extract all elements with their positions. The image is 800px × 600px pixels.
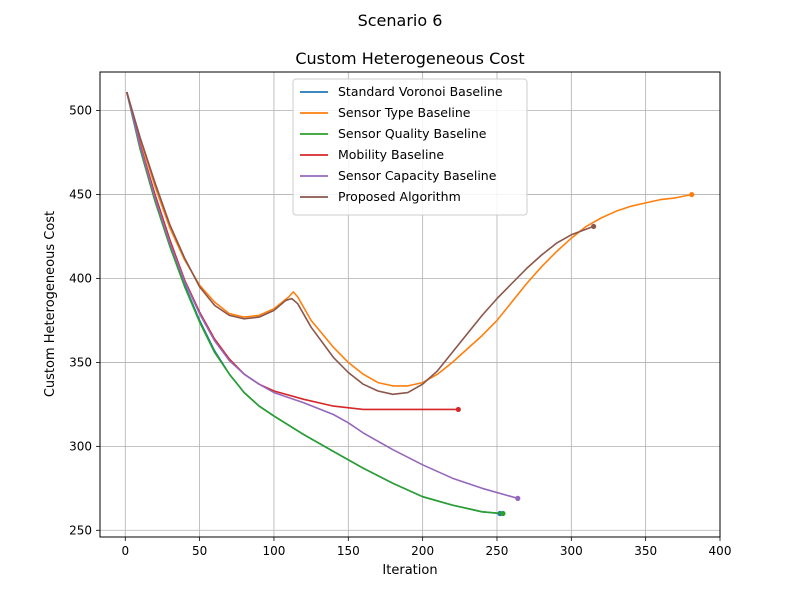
legend-label-sensor-quality-baseline: Sensor Quality Baseline [338,126,487,141]
x-tick-label: 300 [560,544,583,558]
plot-area-frame [99,71,721,538]
x-tick-label: 50 [192,544,207,558]
x-axis-label: Iteration [382,563,437,578]
y-tick-label: 450 [69,188,92,202]
legend-label-mobility-baseline: Mobility Baseline [338,147,444,162]
y-axis-label: Custom Heterogeneous Cost [43,211,58,397]
legend-label-sensor-capacity-baseline: Sensor Capacity Baseline [338,168,497,183]
x-tick-label: 350 [634,544,657,558]
series-endpoint-proposed-algorithm [591,223,597,230]
x-tick-label: 200 [411,544,434,558]
chart-title: Custom Heterogeneous Cost [295,49,524,68]
series-layer [126,91,695,517]
series-endpoint-sensor-capacity-baseline [515,495,521,501]
legend-box [292,78,528,216]
series-line-sensor-type-baseline [126,91,692,387]
y-tick-label: 250 [69,523,92,537]
series-line-sensor-capacity-baseline [126,91,519,500]
series-endpoint-mobility-baseline [455,406,461,413]
y-tick-label: 300 [69,439,92,453]
legend-label-standard-voronoi-baseline: Standard Voronoi Baseline [338,84,503,99]
x-tick-label: 400 [709,544,732,558]
legend-label-proposed-algorithm: Proposed Algorithm [338,189,461,204]
ticks: 0 50 100 150 200 250 300 350 400 250 300 350 400 450 5… [69,104,731,558]
x-tick-label: 0 [121,544,129,558]
series-endpoint-sensor-quality-baseline [500,510,506,517]
y-tick-label: 500 [69,104,92,118]
series-line-proposed-algorithm [126,91,594,396]
x-tick-label: 150 [337,544,360,558]
x-tick-label: 250 [486,544,509,558]
y-tick-label: 400 [69,271,92,285]
series-line-sensor-quality-baseline [126,91,503,515]
legend: Standard Voronoi Baseline Sensor Type Bas… [292,78,528,216]
y-tick-label: 350 [69,355,92,369]
series-endpoint-sensor-type-baseline [689,191,695,198]
chart-suptitle: Scenario 6 [358,11,443,30]
legend-label-sensor-type-baseline: Sensor Type Baseline [338,105,471,120]
x-tick-label: 100 [263,544,286,558]
